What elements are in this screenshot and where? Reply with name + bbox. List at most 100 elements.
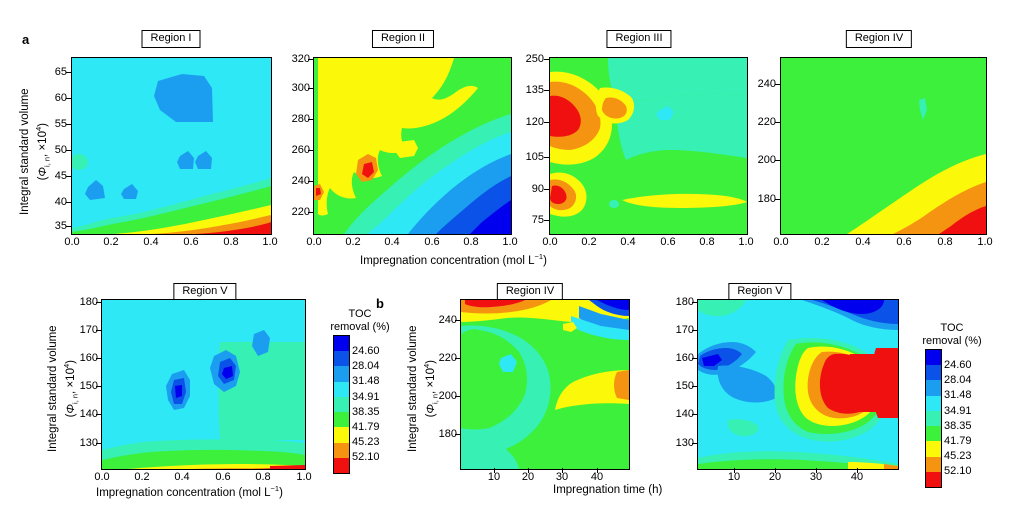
xtick-region-i-4: 0.8 (223, 236, 239, 248)
xtickmark (857, 468, 858, 473)
colorbar-band (926, 441, 941, 457)
colorbar-label-left-2: 31.48 (352, 375, 380, 387)
xtick-region-v-left-0: 0.0 (94, 471, 110, 483)
ytickmark (96, 386, 101, 387)
colorbar-band (926, 395, 941, 411)
ytick-region-iii-90: 90 (531, 183, 544, 195)
contour-canvas-region-v-left (101, 299, 306, 470)
colorbar-label-left-5: 41.79 (352, 421, 380, 433)
ytickmark (455, 434, 460, 435)
ytickmark (544, 189, 549, 190)
colorbar-band (334, 351, 349, 367)
yaxis-title-line2: (Φi, n, ×104) (62, 360, 80, 418)
ytickmark (96, 302, 101, 303)
ytickmark (308, 150, 313, 151)
ytickmark (308, 212, 313, 213)
xtickmark (494, 468, 495, 473)
xtick-region-iii-2: 0.4 (620, 236, 636, 248)
ytickmark (96, 330, 101, 331)
contour-canvas-region-v-right (697, 299, 899, 470)
legend-title-left: TOC removal (%) (330, 308, 389, 334)
ytick-region-iv-top-180: 180 (757, 193, 776, 205)
ytick-region-i-40: 40 (54, 196, 67, 208)
contour-canvas-region-iv-bottom (460, 299, 630, 470)
ytick-region-v-right-170: 170 (675, 324, 694, 336)
colorbar-label-right-0: 24.60 (944, 359, 972, 371)
ytickmark (692, 302, 697, 303)
ytick-region-ii-280: 280 (291, 113, 310, 125)
ytickmark (66, 72, 71, 73)
ytick-region-v-left-180: 180 (79, 296, 98, 308)
ytickmark (96, 358, 101, 359)
ytickmark (308, 119, 313, 120)
yaxis-title-line1: Integral standard volume (47, 325, 59, 452)
xtick-region-iii-3: 0.6 (660, 236, 676, 248)
ytickmark (544, 59, 549, 60)
ytickmark (692, 330, 697, 331)
ytick-region-iv-top-220: 220 (757, 116, 776, 128)
ytickmark (66, 226, 71, 227)
ytickmark (66, 98, 71, 99)
legend-title-line1: TOC (940, 322, 964, 334)
xtick-region-ii-5: 1.0 (502, 236, 518, 248)
plot-title-region-iv-bottom: Region IV (496, 283, 564, 301)
xtick-region-v-left-5: 1.0 (296, 471, 312, 483)
ytick-region-v-right-140: 140 (675, 408, 694, 420)
xtick-region-v-right-0: 10 (727, 471, 741, 483)
contour-canvas-region-iv-top (780, 57, 987, 235)
xaxis-title-panel-b: Impregnation time (h) (553, 484, 663, 496)
colorbar-label-right-4: 38.35 (944, 420, 972, 432)
ytickmark (775, 199, 780, 200)
colorbar-band (334, 396, 349, 413)
xtick-region-iv-top-3: 0.6 (896, 236, 912, 248)
yaxis-title-region-v-left: Integral standard volume (Φi, n, ×104) (46, 325, 173, 488)
xtickmark (597, 468, 598, 473)
ytick-region-v-left-160: 160 (79, 352, 98, 364)
ytickmark (775, 84, 780, 85)
xtick-region-iv-top-0: 0.0 (773, 236, 789, 248)
colorbar-label-right-5: 41.79 (944, 435, 972, 447)
ytickmark (308, 181, 313, 182)
xtick-region-i-1: 0.2 (103, 236, 119, 248)
colorbar-label-left-6: 45.23 (352, 436, 380, 448)
ytick-region-v-left-130: 130 (79, 437, 98, 449)
ytickmark (544, 220, 549, 221)
colorbar-label-right-6: 45.23 (944, 450, 972, 462)
ytick-region-v-right-130: 130 (675, 437, 694, 449)
colorbar-band (926, 350, 941, 366)
ytick-region-iv-bottom-240: 240 (438, 314, 457, 326)
xtick-region-v-left-1: 0.2 (134, 471, 150, 483)
ytickmark (692, 414, 697, 415)
colorbar-band (926, 471, 941, 487)
xtick-region-ii-3: 0.6 (424, 236, 440, 248)
colorbar-left (333, 335, 350, 474)
xtick-region-iv-bottom-0: 10 (487, 471, 501, 483)
ytickmark (66, 176, 71, 177)
ytickmark (455, 358, 460, 359)
xtick-region-v-left-2: 0.4 (174, 471, 190, 483)
ytick-region-ii-320: 320 (291, 53, 310, 65)
xtick-region-ii-4: 0.8 (463, 236, 479, 248)
ytick-region-iii-120: 120 (525, 116, 544, 128)
ytickmark (66, 150, 71, 151)
ytick-region-v-left-170: 170 (79, 324, 98, 336)
xaxis-title-region-v-left: Impregnation concentration (mol L−1) (96, 484, 283, 499)
xtick-region-iv-bottom-1: 20 (521, 471, 535, 483)
legend-title-line1: TOC (348, 308, 372, 320)
ytick-region-i-60: 60 (54, 92, 67, 104)
ytick-region-iii-135: 135 (525, 84, 544, 96)
xtick-region-i-2: 0.4 (143, 236, 159, 248)
ytickmark (66, 202, 71, 203)
ytickmark (66, 124, 71, 125)
yaxis-title-region-iv-bottom: Integral standard volume (Φi, n, ×104) (406, 325, 533, 488)
xtick-region-iv-top-1: 0.2 (814, 236, 830, 248)
ytickmark (775, 122, 780, 123)
ytickmark (692, 443, 697, 444)
xaxis-title-text: Impregnation concentration (mol L (96, 486, 271, 499)
plot-title-region-iv-top: Region IV (845, 30, 913, 48)
ytickmark (775, 160, 780, 161)
colorbar-label-left-1: 28.04 (352, 360, 380, 372)
xtickmark (528, 468, 529, 473)
xtick-region-ii-0: 0.0 (306, 236, 322, 248)
xtick-region-v-left-4: 0.8 (255, 471, 271, 483)
